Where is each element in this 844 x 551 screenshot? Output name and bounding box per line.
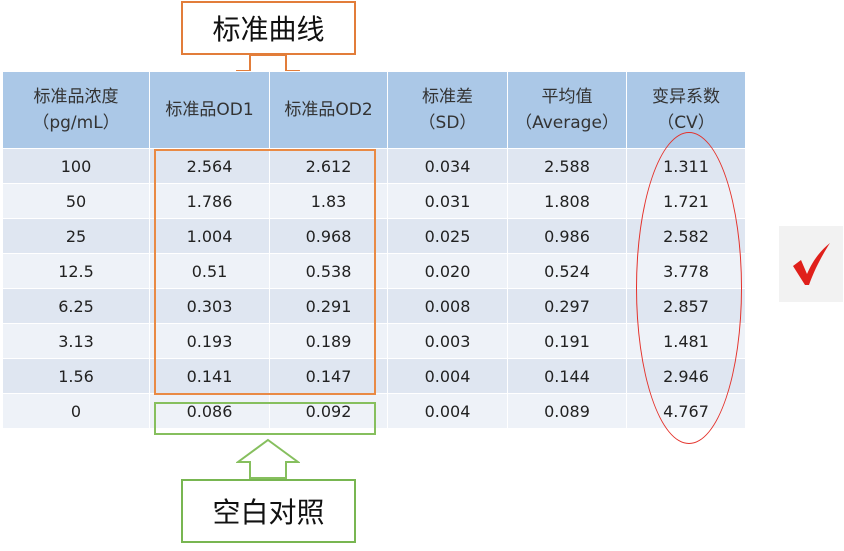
cell-sd: 0.008	[387, 288, 508, 324]
cell-sd: 0.003	[387, 323, 508, 359]
standard-data-table: 标准品浓度 （pg/mL） 标准品OD1 标准品OD2 标准差 （SD） 平均值…	[2, 71, 746, 429]
table-row: 3.13 0.193 0.189 0.003 0.191 1.481	[2, 323, 746, 359]
cell-sd: 0.034	[387, 148, 508, 184]
cell-cv: 3.778	[626, 253, 746, 289]
cell-average: 0.144	[507, 358, 627, 394]
cell-cv: 1.311	[626, 148, 746, 184]
header-cv-line2: （CV）	[657, 113, 715, 133]
standard-curve-label: 标准曲线	[212, 13, 325, 46]
table-row: 6.25 0.303 0.291 0.008 0.297 2.857	[2, 288, 746, 324]
standard-curve-callout: 标准曲线	[181, 1, 356, 55]
cell-concentration: 3.13	[2, 323, 150, 359]
table-row: 0 0.086 0.092 0.004 0.089 4.767	[2, 393, 746, 429]
checkmark-badge	[779, 226, 843, 302]
cell-od2: 0.147	[269, 358, 388, 394]
cell-od2: 0.538	[269, 253, 388, 289]
cell-concentration: 12.5	[2, 253, 150, 289]
cell-cv: 2.582	[626, 218, 746, 254]
header-concentration: 标准品浓度 （pg/mL）	[2, 71, 150, 149]
header-cv-line1: 变异系数	[652, 87, 720, 107]
cell-od1: 1.786	[149, 183, 270, 219]
cell-cv: 2.857	[626, 288, 746, 324]
cell-cv: 1.481	[626, 323, 746, 359]
cell-average: 0.297	[507, 288, 627, 324]
cell-average: 0.089	[507, 393, 627, 429]
table-header-row: 标准品浓度 （pg/mL） 标准品OD1 标准品OD2 标准差 （SD） 平均值…	[2, 71, 746, 149]
up-arrow-icon	[236, 438, 300, 479]
header-od2: 标准品OD2	[269, 71, 388, 149]
cell-concentration: 6.25	[2, 288, 150, 324]
cell-concentration: 1.56	[2, 358, 150, 394]
header-od1-line1: 标准品OD1	[165, 100, 254, 120]
cell-od1: 0.086	[149, 393, 270, 429]
cell-od2: 1.83	[269, 183, 388, 219]
cell-od2: 0.968	[269, 218, 388, 254]
cell-concentration: 25	[2, 218, 150, 254]
table-row: 100 2.564 2.612 0.034 2.588 1.311	[2, 148, 746, 184]
cell-od1: 0.51	[149, 253, 270, 289]
cell-od1: 0.303	[149, 288, 270, 324]
header-sd-line1: 标准差	[422, 87, 473, 107]
header-concentration-line1: 标准品浓度	[33, 87, 119, 107]
header-sd-line2: （SD）	[418, 113, 477, 133]
cell-sd: 0.020	[387, 253, 508, 289]
header-cv: 变异系数 （CV）	[626, 71, 746, 149]
cell-concentration: 0	[2, 393, 150, 429]
table-row: 25 1.004 0.968 0.025 0.986 2.582	[2, 218, 746, 254]
cell-od1: 2.564	[149, 148, 270, 184]
cell-sd: 0.025	[387, 218, 508, 254]
cell-average: 0.524	[507, 253, 627, 289]
header-average-line2: （Average）	[515, 113, 619, 133]
header-sd: 标准差 （SD）	[387, 71, 508, 149]
cell-od1: 0.193	[149, 323, 270, 359]
table-row: 50 1.786 1.83 0.031 1.808 1.721	[2, 183, 746, 219]
blank-control-callout: 空白对照	[181, 479, 356, 543]
cell-od2: 0.291	[269, 288, 388, 324]
cell-average: 1.808	[507, 183, 627, 219]
cell-od1: 0.141	[149, 358, 270, 394]
cell-average: 0.191	[507, 323, 627, 359]
cell-od2: 0.092	[269, 393, 388, 429]
cell-cv: 1.721	[626, 183, 746, 219]
header-average-line1: 平均值	[541, 87, 593, 107]
cell-concentration: 50	[2, 183, 150, 219]
cell-cv: 4.767	[626, 393, 746, 429]
cell-sd: 0.004	[387, 393, 508, 429]
header-od2-line1: 标准品OD2	[284, 100, 373, 120]
blank-control-label: 空白对照	[212, 496, 325, 529]
table-row: 12.5 0.51 0.538 0.020 0.524 3.778	[2, 253, 746, 289]
cell-od1: 1.004	[149, 218, 270, 254]
cell-concentration: 100	[2, 148, 150, 184]
cell-sd: 0.004	[387, 358, 508, 394]
header-od1: 标准品OD1	[149, 71, 270, 149]
cell-cv: 2.946	[626, 358, 746, 394]
checkmark-icon	[793, 243, 830, 285]
cell-sd: 0.031	[387, 183, 508, 219]
header-average: 平均值 （Average）	[507, 71, 627, 149]
cell-average: 0.986	[507, 218, 627, 254]
table-row: 1.56 0.141 0.147 0.004 0.144 2.946	[2, 358, 746, 394]
header-concentration-line2: （pg/mL）	[32, 113, 120, 133]
cell-od2: 2.612	[269, 148, 388, 184]
cell-od2: 0.189	[269, 323, 388, 359]
cell-average: 2.588	[507, 148, 627, 184]
